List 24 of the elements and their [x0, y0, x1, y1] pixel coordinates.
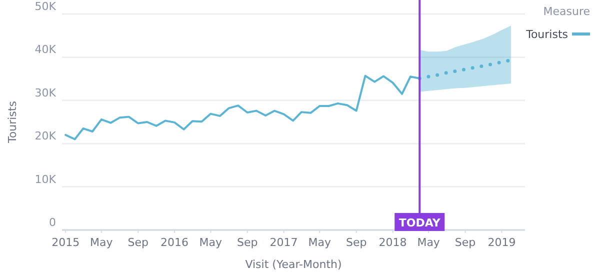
x-tick-label: May	[308, 236, 332, 249]
x-tick-label: Sep	[454, 236, 476, 249]
y-axis-title: Tourists	[6, 100, 19, 144]
x-tick-label: May	[90, 236, 114, 249]
x-tick-label: Sep	[128, 236, 149, 249]
y-tick-label: 50K	[34, 0, 57, 13]
y-tick-label: 0	[49, 216, 56, 229]
x-tick-label: 2017	[270, 236, 298, 249]
legend-label: Tourists	[525, 28, 568, 41]
x-tick-label: 2015	[52, 236, 80, 249]
x-tick-label: May	[417, 236, 440, 249]
x-tick-label: Sep	[237, 236, 258, 249]
y-tick-label: 20K	[34, 130, 57, 143]
x-tick-label: 2018	[378, 236, 407, 249]
y-tick-label: 40K	[34, 43, 57, 56]
x-tick-label: 2019	[488, 236, 516, 249]
x-tick-label: Sep	[346, 236, 367, 249]
legend-title: Measure	[543, 5, 590, 18]
x-axis-title: Visit (Year-Month)	[245, 258, 342, 271]
y-tick-label: 10K	[34, 172, 57, 186]
y-tick-label: 30K	[34, 86, 57, 100]
x-tick-label: 2016	[160, 236, 189, 249]
x-tick-label: May	[199, 236, 223, 249]
ref-line-label: TODAY	[398, 216, 442, 230]
